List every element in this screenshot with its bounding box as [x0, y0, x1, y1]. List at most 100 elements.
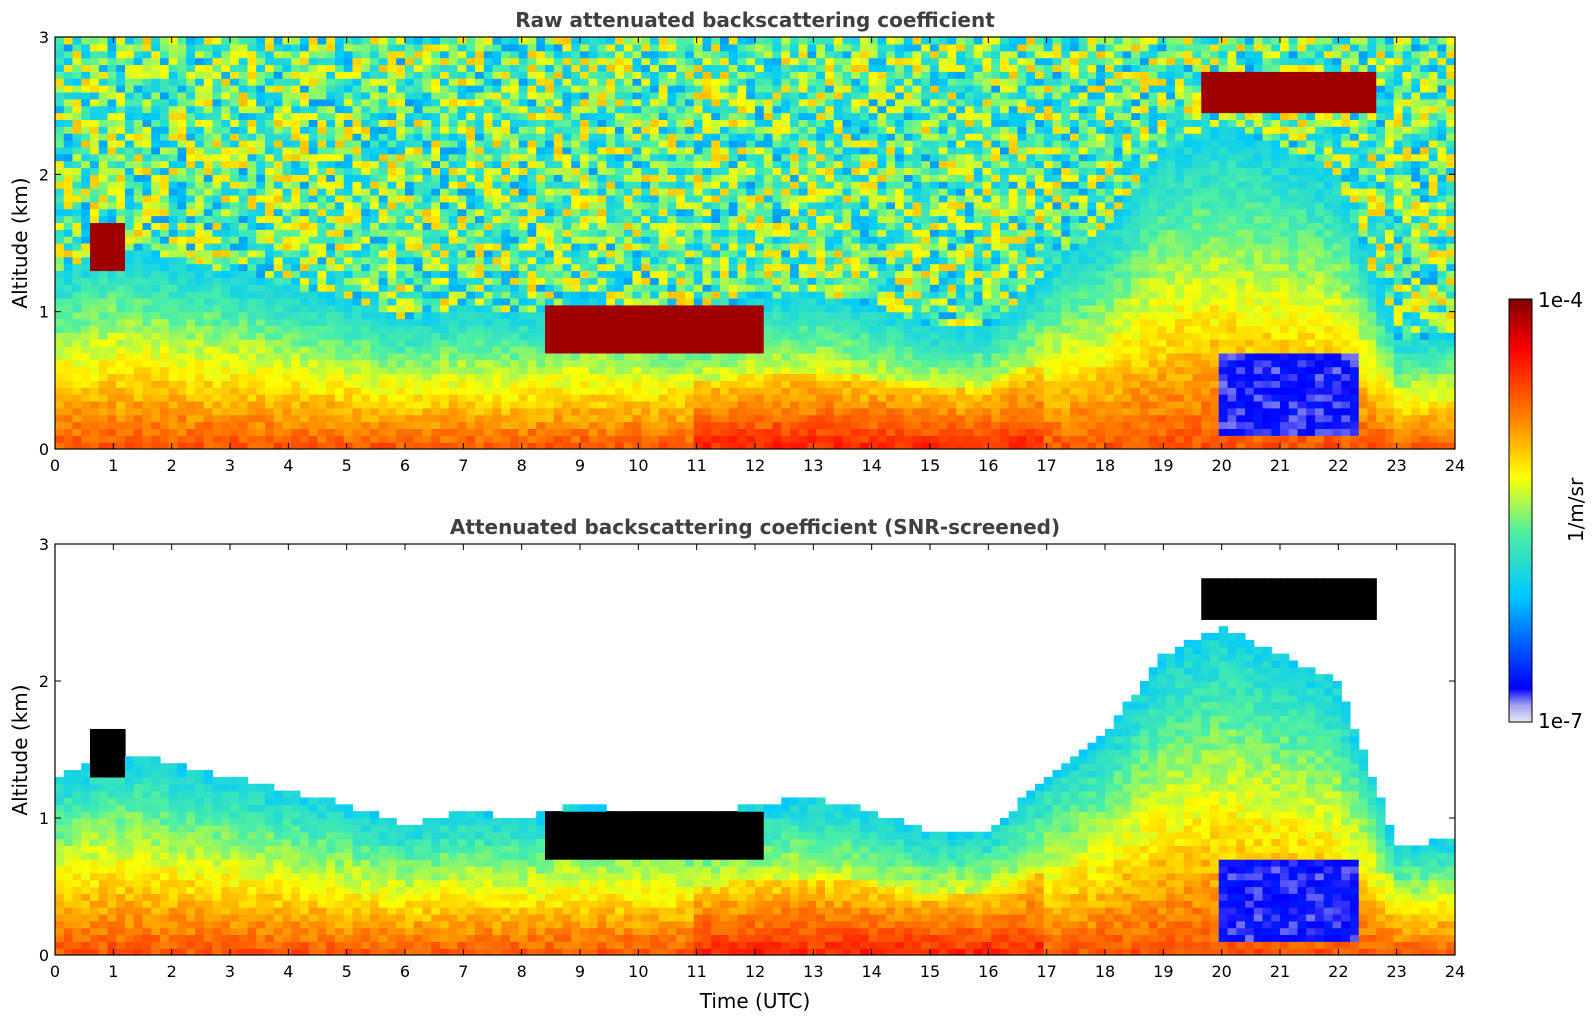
heatmap-cell: [518, 421, 529, 429]
heatmap-cell: [378, 201, 389, 210]
heatmap-cell: [81, 194, 91, 203]
heatmap-cell: [343, 181, 354, 189]
heatmap-cell: [763, 428, 774, 436]
heatmap-cell: [177, 243, 187, 251]
heatmap-cell: [177, 373, 187, 381]
heatmap-cell: [711, 85, 721, 93]
heatmap-cell: [623, 119, 634, 127]
heatmap-cell: [370, 43, 380, 52]
heatmap-cell: [361, 414, 371, 423]
heatmap-cell: [405, 304, 415, 313]
heatmap-cell: [422, 71, 432, 79]
heatmap-cell: [536, 394, 546, 402]
heatmap-cell: [133, 346, 144, 354]
heatmap-cell: [90, 181, 100, 189]
heatmap-cell: [641, 400, 651, 409]
heatmap-cell: [396, 146, 406, 155]
heatmap-cell: [221, 181, 231, 189]
heatmap-cell: [431, 380, 441, 388]
heatmap-cell: [632, 270, 642, 278]
heatmap-cell: [755, 380, 765, 388]
heatmap-cell: [536, 352, 546, 361]
heatmap-cell: [370, 91, 380, 100]
heatmap-cell: [405, 133, 415, 141]
heatmap-cell: [475, 201, 485, 210]
heatmap-cell: [440, 140, 450, 148]
heatmap-cell: [728, 270, 739, 278]
heatmap-cell: [422, 400, 432, 409]
heatmap-cell: [151, 37, 161, 45]
heatmap-cell: [580, 85, 590, 93]
heatmap-cell: [90, 291, 100, 299]
heatmap-cell: [571, 236, 581, 244]
heatmap-cell: [326, 208, 336, 217]
heatmap-cell: [72, 174, 82, 182]
heatmap-cell: [396, 208, 406, 217]
heatmap-cell: [755, 37, 765, 45]
heatmap-cell: [763, 284, 774, 292]
heatmap-cell: [212, 153, 222, 162]
heatmap-cell: [676, 297, 686, 306]
heatmap-cell: [265, 387, 275, 395]
heatmap-cell: [440, 215, 450, 223]
heatmap-cell: [212, 215, 222, 223]
heatmap-cell: [273, 263, 284, 272]
heatmap-cell: [308, 229, 319, 237]
heatmap-cell: [125, 394, 135, 402]
heatmap-cell: [396, 394, 406, 402]
heatmap-cell: [702, 380, 712, 388]
heatmap-cell: [151, 366, 161, 375]
heatmap-cell: [273, 215, 284, 223]
heatmap-cell: [168, 181, 179, 189]
heatmap-cell: [641, 85, 651, 93]
heatmap-cell: [772, 222, 782, 230]
heatmap-cell: [256, 263, 266, 272]
heatmap-cell: [335, 325, 345, 333]
heatmap-cell: [335, 78, 345, 86]
heatmap-cell: [737, 194, 747, 203]
heatmap-cell: [737, 270, 747, 278]
heatmap-cell: [413, 366, 424, 375]
heatmap-cell: [553, 435, 564, 443]
heatmap-cell: [693, 325, 704, 333]
heatmap-cell: [308, 37, 319, 45]
heatmap-cell: [405, 332, 415, 340]
heatmap-cell: [291, 414, 301, 423]
heatmap-cell: [273, 181, 284, 189]
heatmap-cell: [300, 91, 310, 100]
heatmap-cell: [457, 64, 467, 72]
heatmap-cell: [370, 181, 380, 189]
heatmap-cell: [623, 318, 634, 326]
heatmap-cell: [457, 256, 467, 265]
heatmap-cell: [55, 236, 65, 244]
heatmap-cell: [711, 188, 721, 196]
heatmap-cell: [195, 249, 205, 258]
heatmap-cell: [370, 435, 380, 443]
heatmap-cell: [370, 98, 380, 107]
heatmap-cell: [492, 229, 502, 237]
heatmap-cell: [168, 291, 179, 299]
heatmap-cell: [142, 112, 152, 120]
heatmap-cell: [370, 263, 380, 272]
heatmap-cell: [343, 435, 354, 443]
heatmap-cell: [737, 112, 747, 120]
heatmap-cell: [212, 181, 222, 189]
heatmap-cell: [247, 50, 257, 59]
heatmap-cell: [763, 43, 774, 52]
heatmap-cell: [151, 297, 161, 306]
heatmap-cell: [413, 105, 424, 114]
heatmap-cell: [448, 119, 459, 127]
heatmap-cell: [247, 181, 257, 189]
heatmap-cell: [291, 380, 301, 388]
heatmap-cell: [142, 243, 152, 251]
heatmap-cell: [300, 304, 310, 313]
heatmap-cell: [693, 263, 704, 272]
heatmap-cell: [247, 318, 257, 326]
heatmap-cell: [177, 284, 187, 292]
heatmap-cell: [588, 277, 599, 285]
heatmap-cell: [300, 78, 310, 86]
heatmap-cell: [597, 284, 607, 292]
heatmap-cell: [308, 325, 319, 333]
heatmap-cell: [282, 394, 292, 402]
heatmap-cell: [580, 291, 590, 299]
